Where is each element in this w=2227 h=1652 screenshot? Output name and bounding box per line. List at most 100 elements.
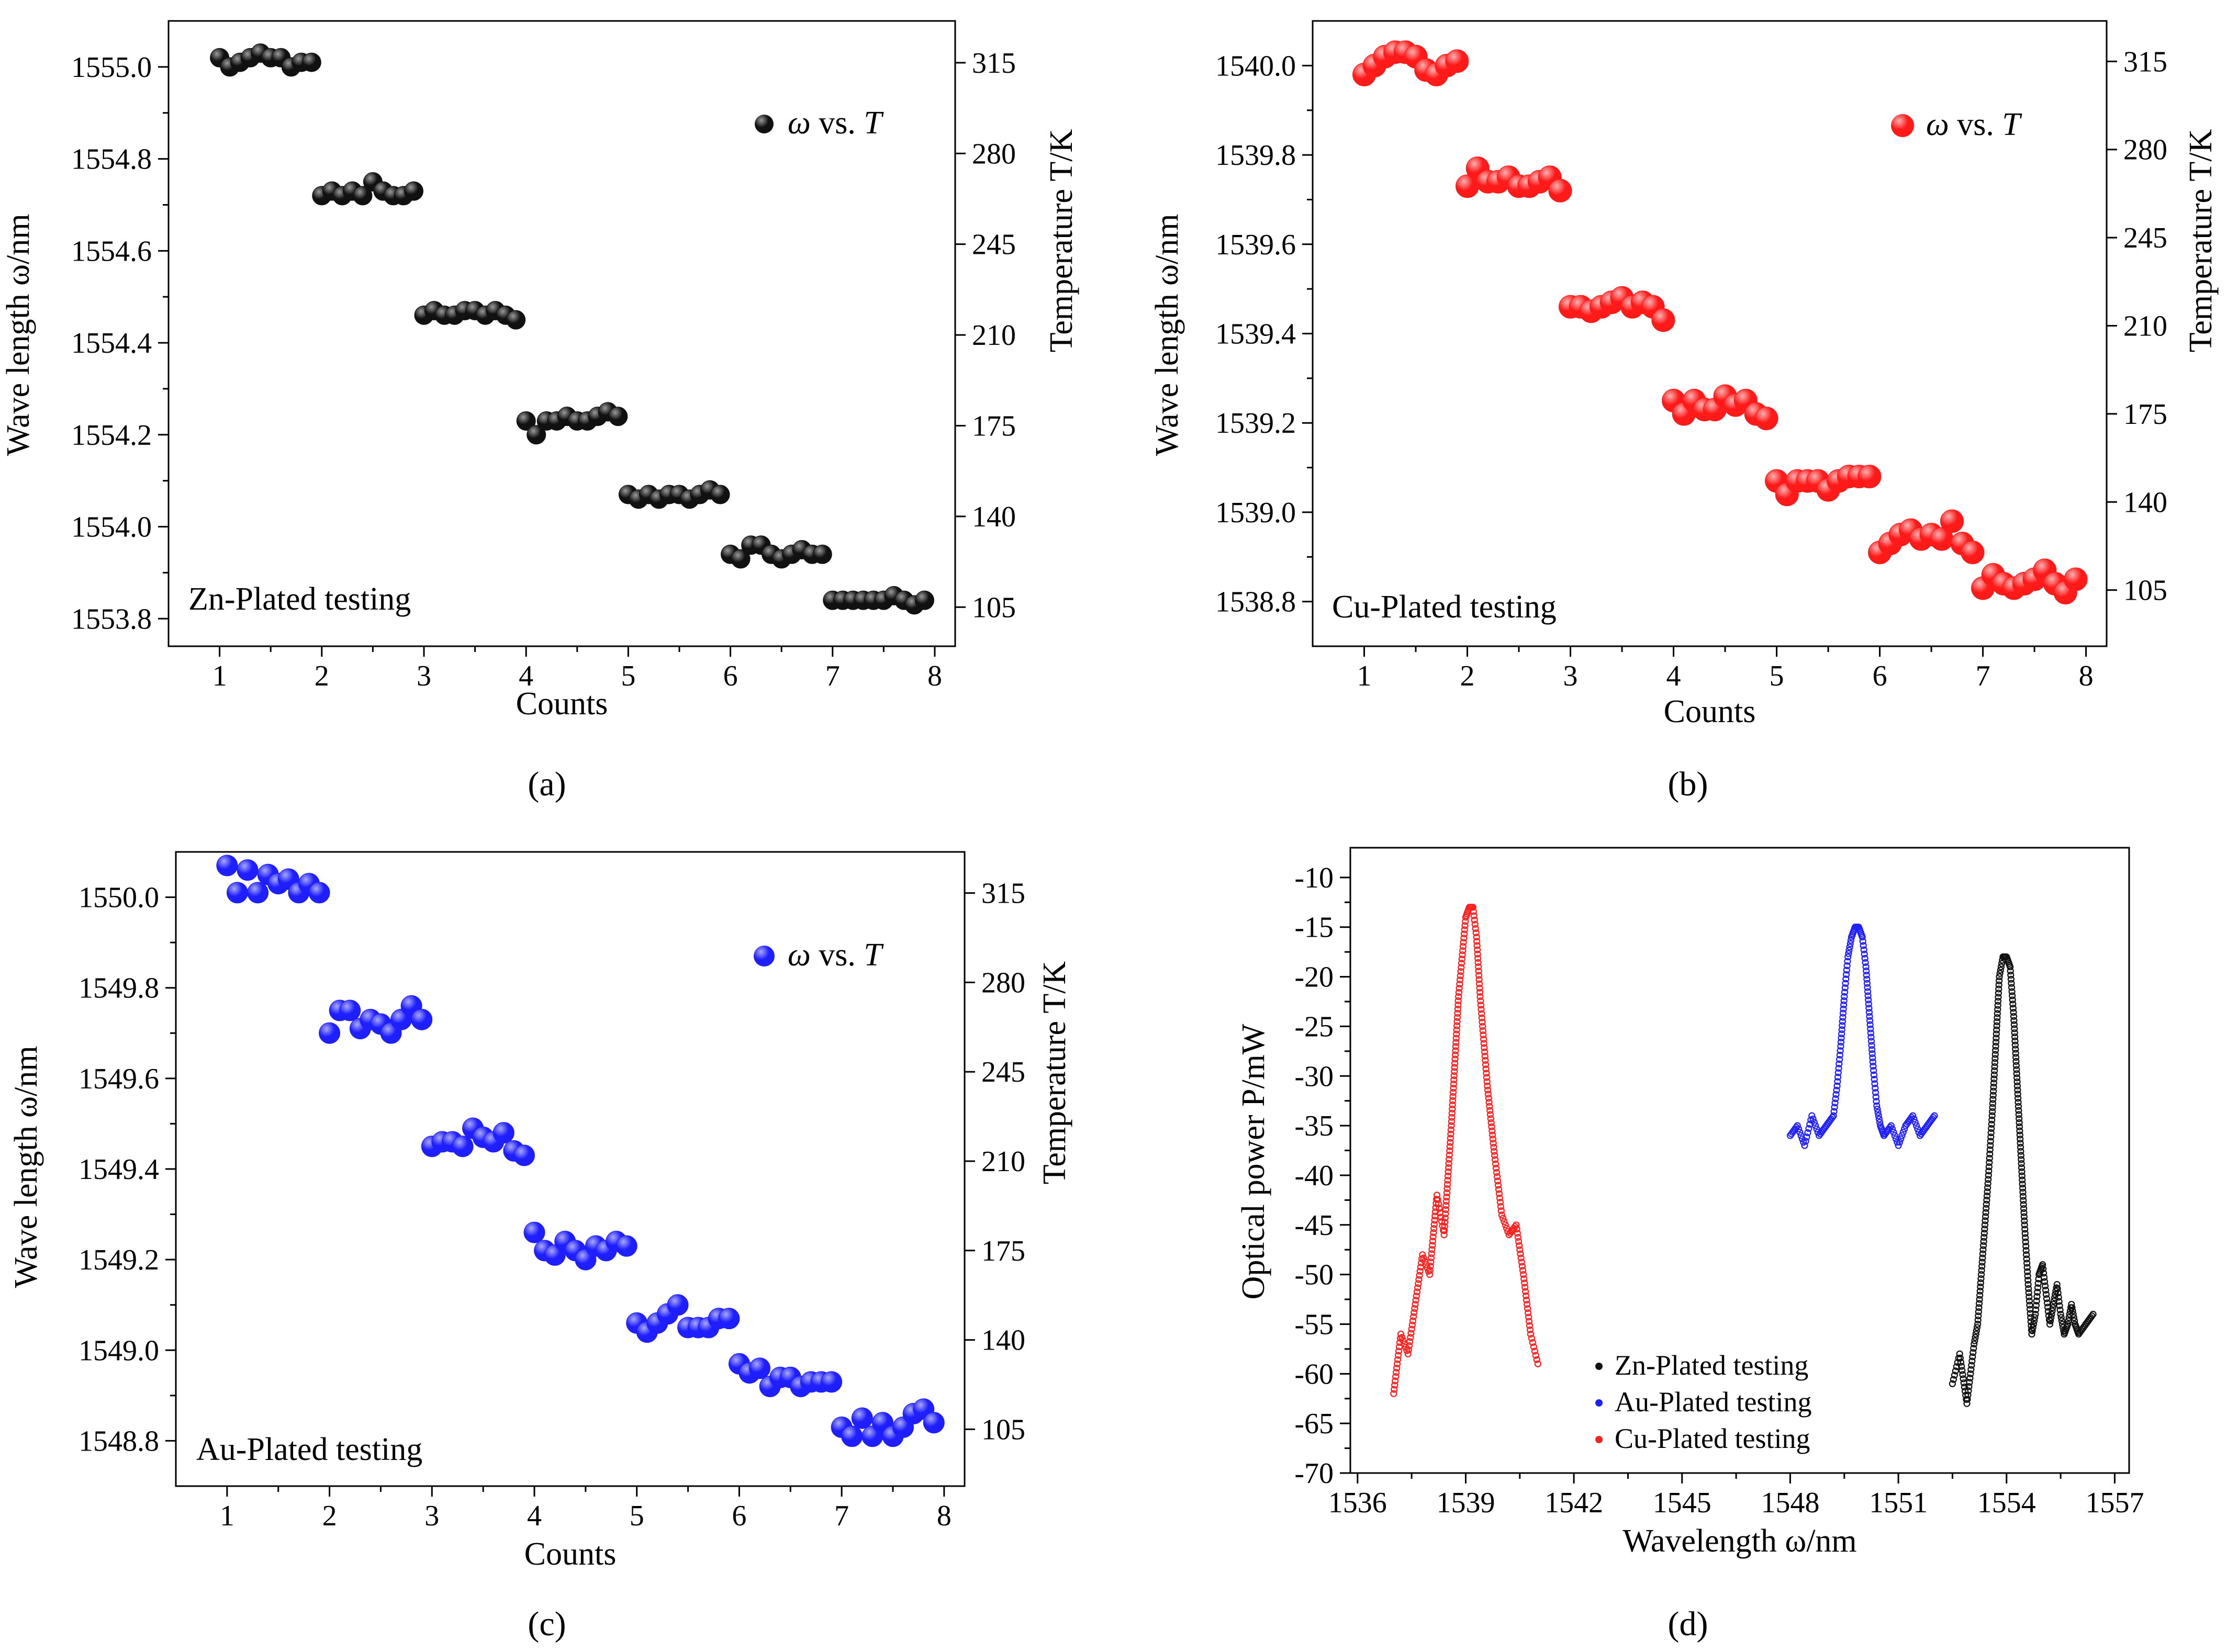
- spectrum-point: [2021, 1221, 2028, 1229]
- spectrum-point: [1413, 1288, 1421, 1296]
- spectrum-point: [1991, 1063, 1998, 1071]
- spectrum-point: [1442, 1210, 1449, 1218]
- y-axis-label: Wave length ω/nm: [1, 214, 36, 456]
- spectrum-point: [1964, 1391, 1972, 1399]
- spectrum-point: [1453, 1014, 1461, 1021]
- spectrum-point: [1910, 1115, 1918, 1123]
- x-tick-label: 3: [417, 660, 431, 692]
- legend-vs: vs.: [1949, 107, 2002, 142]
- spectrum-point: [1993, 1035, 2000, 1042]
- spectrum-point: [2032, 1302, 2040, 1309]
- spectrum-point: [1837, 1038, 1845, 1046]
- spectrum-point: [1986, 1159, 1993, 1166]
- x-tick-label: 5: [1770, 660, 1784, 692]
- y2-tick-label: 175: [981, 1235, 1025, 1267]
- spectrum-point: [1874, 1109, 1882, 1116]
- spectrum-point: [2016, 1131, 2023, 1139]
- spectrum-point: [1416, 1267, 1424, 1275]
- spectrum-point: [1429, 1233, 1437, 1241]
- y2-tick-label: 175: [2123, 398, 2167, 431]
- spectrum-point: [1487, 1115, 1494, 1122]
- spectrum-point: [1494, 1182, 1502, 1189]
- spectrum-point: [2024, 1268, 2031, 1275]
- spectrum-point: [1454, 997, 1462, 1005]
- spectrum-point: [1994, 1006, 2001, 1013]
- spectrum-point: [1417, 1263, 1424, 1271]
- spectrum-point: [1914, 1125, 1921, 1133]
- spectrum-point: [1837, 1047, 1844, 1054]
- spectrum-point: [1978, 1258, 1986, 1266]
- spectrum-point: [1404, 1350, 1412, 1357]
- y-tick-label: 1555.0: [71, 51, 152, 84]
- spectrum-point: [1416, 1272, 1423, 1279]
- spectrum-point: [1968, 1362, 1975, 1369]
- spectrum-point: [1479, 1022, 1486, 1030]
- spectrum-point: [1452, 1039, 1460, 1046]
- spectrum-point: [1969, 1349, 1977, 1356]
- spectrum-point: [2025, 1297, 2033, 1305]
- data-point: [353, 186, 373, 206]
- spectrum-point: [1427, 1263, 1434, 1270]
- spectrum-point: [1890, 1129, 1897, 1136]
- spectrum-point: [1520, 1275, 1528, 1283]
- spectrum-point: [2064, 1320, 2072, 1328]
- spectrum-point: [1481, 1052, 1489, 1060]
- spectrum-point: [1448, 1114, 1456, 1121]
- x-tick-label: 1542: [1545, 1487, 1603, 1519]
- spectrum-point: [2012, 1058, 2020, 1065]
- spectrum-point: [1980, 1230, 1988, 1237]
- spectrum-point: [1966, 1378, 1973, 1386]
- spectrum-point: [1995, 985, 2002, 993]
- spectrum-point: [1859, 938, 1866, 945]
- spectrum-point: [1452, 1043, 1459, 1050]
- spectrum-point: [1456, 980, 1463, 988]
- spectrum-point: [1478, 1006, 1485, 1013]
- data-point: [452, 1136, 474, 1157]
- spectrum-point: [1503, 1224, 1510, 1232]
- spectrum-point: [2019, 1176, 2026, 1184]
- data-point: [667, 1294, 689, 1316]
- spectrum-point: [2015, 1095, 2022, 1102]
- spectrum-point: [1865, 1001, 1872, 1008]
- y-tick-label: 1549.0: [79, 1334, 159, 1367]
- spectrum-point: [2048, 1310, 2055, 1318]
- spectrum-point: [1427, 1258, 1435, 1266]
- spectrum-point: [1867, 1029, 1874, 1037]
- x-tick-label: 7: [825, 660, 840, 692]
- spectrum-point: [1982, 1217, 1989, 1224]
- spectrum-point: [1473, 938, 1481, 945]
- spectrum-point: [1862, 959, 1869, 967]
- spectrum-point: [1533, 1356, 1540, 1363]
- spectrum-point: [1990, 1083, 1997, 1091]
- spectrum-point: [1408, 1321, 1416, 1329]
- spectrum-point: [1442, 1197, 1450, 1205]
- spectrum-point: [1531, 1347, 1538, 1355]
- spectrum-point: [1832, 1095, 1839, 1103]
- spectrum-point: [1441, 1223, 1448, 1230]
- spectrum-point: [2020, 1197, 2027, 1204]
- panel-label-c: (c): [528, 1605, 566, 1643]
- spectrum-point: [1392, 1377, 1399, 1385]
- spectrum-point: [1441, 1227, 1448, 1234]
- data-point: [615, 1235, 637, 1257]
- spectrum-point: [1524, 1309, 1532, 1317]
- spectrum-point: [1980, 1233, 1988, 1241]
- spectrum-point: [1520, 1271, 1527, 1278]
- spectrum-point: [1429, 1238, 1436, 1245]
- spectrum-point: [1873, 1102, 1881, 1109]
- spectrum-point: [1445, 1164, 1452, 1171]
- spectrum-point: [1485, 1095, 1492, 1102]
- spectrum-point: [2015, 1111, 2022, 1118]
- data-point: [237, 859, 259, 881]
- spectrum-point: [1864, 984, 1871, 991]
- spectrum-point: [1861, 950, 1868, 958]
- spectrum-point: [1844, 953, 1852, 961]
- spectrum-point: [1978, 1263, 1986, 1270]
- legend-label: ω vs. T: [788, 937, 884, 973]
- data-point: [527, 425, 546, 445]
- spectrum-point: [1454, 1005, 1461, 1013]
- data-point: [608, 407, 628, 426]
- spectrum-point: [1972, 1330, 1979, 1338]
- data-point: [216, 855, 238, 876]
- legend-vs: vs.: [811, 105, 864, 141]
